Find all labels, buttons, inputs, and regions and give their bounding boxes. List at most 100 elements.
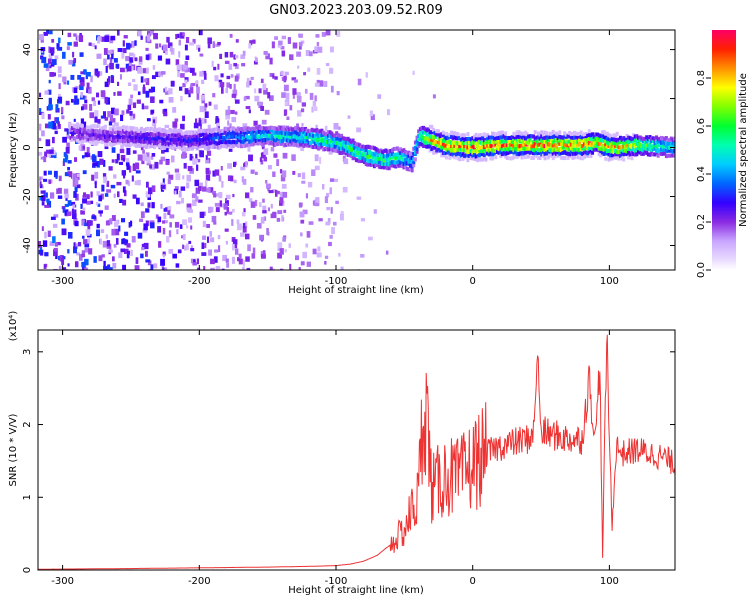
heatmap-cell [517, 152, 521, 157]
y-tick-label: -40 [22, 237, 33, 253]
heatmap-cell [625, 133, 629, 138]
heatmap-cell [205, 167, 210, 175]
heatmap-cell [320, 142, 324, 147]
heatmap-cell [47, 230, 51, 238]
heatmap-cell [176, 64, 182, 71]
heatmap-cell [512, 138, 516, 143]
heatmap-cell [103, 129, 107, 134]
heatmap-cell [73, 246, 77, 254]
heatmap-cell [143, 136, 147, 141]
heatmap-cell [221, 135, 225, 140]
heatmap-cell [563, 139, 567, 144]
heatmap-cell [264, 140, 268, 145]
heatmap-cell [592, 144, 596, 149]
heatmap-cell [461, 147, 465, 152]
heatmap-cell [167, 133, 171, 138]
heatmap-cell [586, 145, 590, 150]
heatmap-cell [215, 141, 219, 146]
heatmap-cell [160, 258, 165, 266]
heatmap-cell [108, 126, 112, 131]
heatmap-cell [165, 51, 168, 55]
heatmap-cell [81, 155, 85, 159]
heatmap-cell [135, 131, 139, 136]
heatmap-cell [218, 245, 221, 252]
heatmap-cell [464, 149, 468, 154]
heatmap-cell [499, 143, 503, 148]
heatmap-cell [481, 157, 485, 162]
heatmap-cell [653, 137, 657, 142]
heatmap-cell [233, 130, 237, 135]
heatmap-cell [187, 217, 192, 223]
heatmap-cell [162, 138, 166, 143]
heatmap-cell [659, 143, 663, 148]
heatmap-cell [461, 133, 465, 138]
heatmap-cell [201, 79, 205, 85]
heatmap-cell [113, 122, 119, 127]
heatmap-cell [110, 107, 115, 115]
heatmap-cell [433, 150, 437, 155]
heatmap-cell [319, 157, 322, 164]
heatmap-cell [431, 140, 435, 145]
heatmap-cell [446, 139, 450, 144]
heatmap-cell [228, 143, 232, 148]
heatmap-cell [103, 58, 107, 66]
heatmap-cell [90, 132, 94, 137]
heatmap-cell [412, 151, 416, 156]
heatmap-cell [310, 137, 314, 142]
heatmap-cell [192, 262, 197, 266]
heatmap-cell [125, 143, 129, 148]
heatmap-cell [554, 151, 558, 156]
heatmap-cell [112, 262, 117, 269]
heatmap-cell [289, 139, 293, 144]
heatmap-cell [107, 134, 111, 139]
heatmap-cell [86, 82, 90, 90]
heatmap-cell [225, 258, 229, 263]
heatmap-cell [579, 135, 583, 140]
heatmap-cell [242, 50, 246, 56]
heatmap-cell [44, 90, 49, 95]
heatmap-cell [227, 120, 230, 126]
heatmap-cell [333, 133, 337, 138]
heatmap-cell [373, 209, 377, 214]
heatmap-cell [369, 110, 374, 117]
heatmap-cell [249, 135, 253, 140]
heatmap-cell [640, 136, 644, 141]
spectrogram-ylabel: Frequency (Hz) [8, 112, 19, 188]
heatmap-cell [610, 140, 614, 145]
heatmap-cell [528, 150, 532, 155]
heatmap-cell [101, 36, 106, 42]
heatmap-cell [263, 126, 267, 131]
heatmap-cell [564, 132, 568, 137]
heatmap-cell [282, 130, 286, 135]
heatmap-cell [348, 138, 352, 143]
heatmap-cell [66, 211, 72, 217]
heatmap-cell [41, 56, 47, 64]
heatmap-cell [464, 141, 468, 146]
heatmap-cell [365, 72, 368, 78]
heatmap-cell [189, 130, 193, 135]
heatmap-cell [417, 141, 421, 146]
heatmap-cell [121, 170, 127, 176]
heatmap-cell [248, 109, 251, 114]
heatmap-cell [131, 131, 135, 136]
heatmap-cell [290, 131, 294, 136]
heatmap-cell [573, 147, 577, 152]
heatmap-cell [622, 144, 626, 149]
heatmap-cell [386, 157, 390, 162]
heatmap-cell [164, 267, 168, 270]
heatmap-cell [451, 140, 455, 145]
heatmap-cell [633, 152, 637, 157]
heatmap-cell [65, 147, 70, 154]
heatmap-cell [89, 112, 95, 119]
heatmap-cell [476, 150, 480, 155]
heatmap-cell [554, 147, 558, 152]
heatmap-cell [133, 143, 137, 148]
heatmap-cell [512, 155, 516, 160]
heatmap-cell [89, 104, 93, 111]
heatmap-cell [225, 140, 229, 145]
heatmap-cell [236, 219, 240, 225]
heatmap-cell [49, 241, 55, 246]
heatmap-cell [125, 130, 129, 135]
heatmap-cell [151, 143, 155, 148]
heatmap-cell [305, 135, 309, 140]
